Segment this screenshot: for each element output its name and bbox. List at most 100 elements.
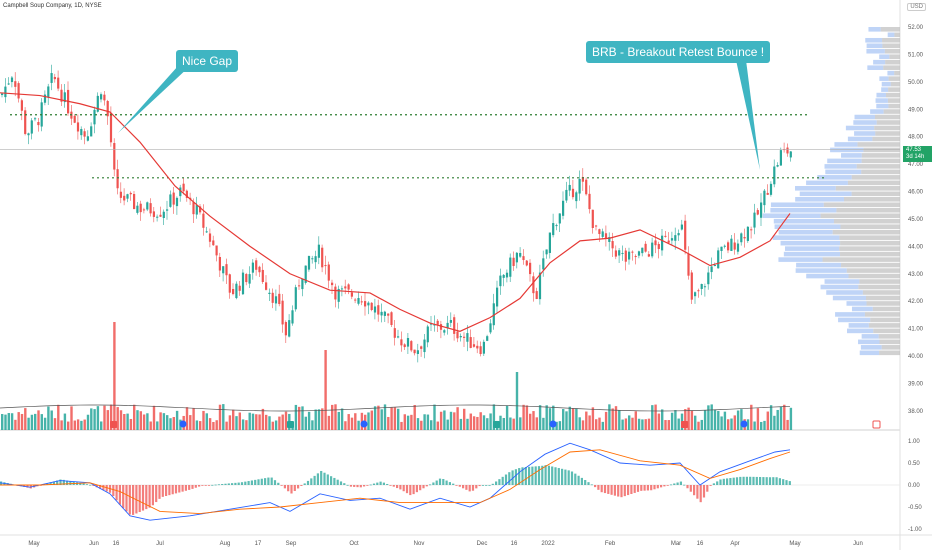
volume-bar — [354, 413, 357, 430]
volume-bar — [763, 420, 766, 430]
histogram-bar — [52, 481, 55, 485]
candle-body — [641, 247, 644, 254]
histogram-bar — [669, 484, 673, 486]
profile-row-up — [845, 125, 875, 131]
histogram-bar — [594, 485, 597, 488]
volume-bar — [684, 409, 687, 430]
histogram-bar — [303, 483, 306, 485]
earnings-marker[interactable] — [681, 421, 688, 428]
volume-bar — [406, 415, 410, 430]
moving-average-line — [0, 92, 791, 332]
histogram-bar — [184, 485, 187, 491]
volume-bar — [225, 421, 228, 430]
profile-row-up — [887, 70, 895, 76]
volume-bar — [20, 413, 24, 430]
histogram-bar — [495, 481, 498, 485]
volume-bar — [456, 407, 459, 430]
earnings-marker[interactable] — [287, 421, 294, 428]
osc-tick-label: -1.00 — [908, 527, 922, 533]
oscillator-axis[interactable]: 1.00 0.50 0.00 -0.50 -1.00 — [908, 439, 922, 533]
volume-bar — [730, 418, 733, 430]
volume-bar — [370, 410, 373, 430]
candle-body — [463, 336, 466, 338]
volume-bar — [245, 420, 248, 430]
profile-row-down — [874, 125, 900, 131]
profile-row-up — [841, 153, 862, 158]
profile-row-down — [863, 147, 900, 153]
event-markers[interactable] — [110, 420, 881, 429]
profile-row-up — [879, 54, 890, 60]
volume-bar — [80, 420, 83, 430]
volume-bar — [720, 416, 723, 430]
profile-row-down — [894, 70, 900, 76]
profile-row-up — [860, 345, 882, 350]
profile-row-up — [770, 202, 824, 208]
volume-bar — [779, 406, 783, 430]
profile-row-up — [868, 27, 881, 32]
dividend-marker[interactable] — [549, 420, 557, 428]
histogram-bar — [178, 485, 181, 493]
candle-body — [146, 202, 149, 210]
volume-bar — [373, 406, 377, 430]
earnings-marker[interactable] — [110, 421, 117, 428]
dividend-marker[interactable] — [360, 420, 368, 428]
candle-body — [548, 232, 551, 253]
profile-row-up — [854, 131, 876, 136]
candle-body — [532, 276, 535, 294]
time-tick-label: Jun — [89, 541, 99, 547]
volume-bar — [621, 419, 624, 430]
candle-body — [763, 190, 766, 206]
candle-body — [235, 283, 238, 299]
volume-bar — [232, 409, 235, 430]
candle-body — [565, 189, 568, 201]
volume-bar — [750, 404, 753, 430]
profile-row-down — [889, 54, 900, 60]
dividend-marker[interactable] — [740, 420, 748, 428]
profile-row-up — [799, 191, 852, 197]
volume-bar — [212, 421, 215, 430]
earnings-marker[interactable] — [493, 421, 500, 428]
histogram-bar — [237, 482, 240, 485]
price-axis[interactable]: 52.00 51.00 50.00 49.00 48.00 47.00 46.00 45.00… — [908, 25, 924, 415]
volume-bar — [552, 405, 555, 430]
volume-bar — [489, 413, 492, 430]
histogram-bar — [346, 484, 349, 486]
volume-bar — [83, 419, 86, 430]
volume-bar — [786, 419, 789, 430]
time-axis[interactable]: May Jun 16 Jul Aug 17 Sep Oct Nov Dec 16 2022 Feb Mar… — [28, 541, 863, 547]
volume-bar — [337, 411, 340, 430]
histogram-bar — [79, 482, 82, 485]
volume-bar — [380, 409, 383, 430]
histogram-bar — [706, 485, 709, 492]
candle-body — [212, 240, 215, 246]
histogram-bar — [587, 482, 590, 485]
histogram-bar — [270, 477, 273, 485]
histogram-bar — [712, 483, 715, 485]
histogram-bar — [372, 483, 376, 485]
histogram-bar — [425, 485, 428, 487]
profile-row-up — [853, 120, 877, 125]
profile-row-up — [881, 81, 891, 87]
histogram-bar — [785, 480, 788, 485]
candle-body — [522, 256, 525, 261]
histogram-bar — [514, 469, 517, 485]
candle-body — [225, 264, 228, 276]
histogram-bar — [666, 485, 669, 486]
histogram-bar — [528, 466, 531, 485]
histogram-bar — [392, 485, 395, 487]
profile-row-up — [825, 169, 862, 175]
macd-histogram — [0, 465, 791, 515]
candle-body — [327, 264, 330, 281]
dividend-marker[interactable] — [179, 420, 187, 428]
volume-bar — [70, 406, 73, 430]
candle-body — [499, 275, 502, 287]
histogram-bar — [356, 485, 359, 488]
volume-bar — [100, 421, 103, 430]
candle-body — [175, 197, 179, 207]
histogram-bar — [603, 485, 607, 494]
volume-bar — [542, 417, 545, 430]
upcoming-earnings-marker[interactable] — [872, 420, 881, 429]
volume-bar — [690, 410, 694, 430]
currency-badge[interactable]: USD — [907, 3, 926, 11]
